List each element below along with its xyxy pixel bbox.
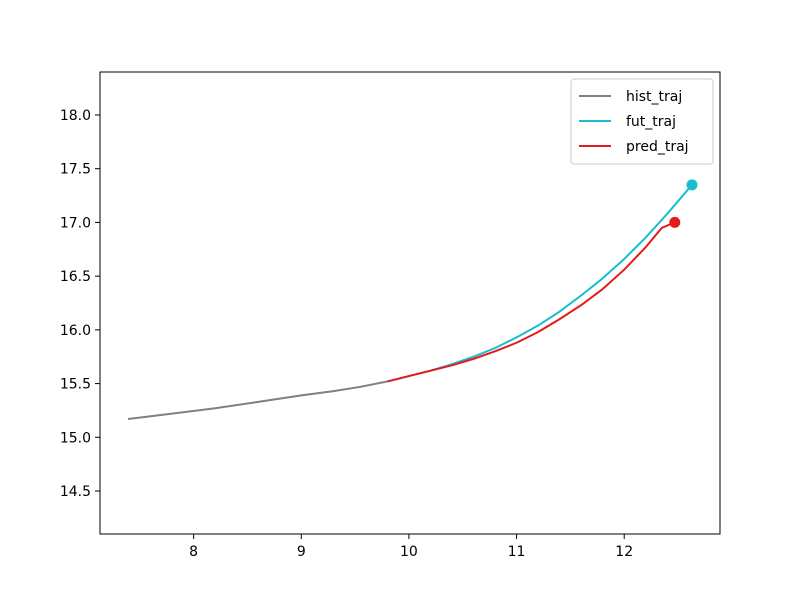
y-tick-label: 16.5 bbox=[60, 269, 91, 285]
x-tick-label: 12 bbox=[615, 544, 633, 560]
legend-label: hist_traj bbox=[626, 89, 682, 105]
plot-frame bbox=[99, 71, 721, 535]
y-tick-label: 15.5 bbox=[60, 377, 91, 393]
legend-label: fut_traj bbox=[626, 114, 676, 130]
y-tick-label: 16.0 bbox=[60, 323, 91, 339]
series-line-pred_traj bbox=[387, 221, 676, 383]
legend-box bbox=[570, 78, 714, 165]
y-tick-label: 17.5 bbox=[60, 162, 91, 178]
end-point-fut_traj bbox=[686, 179, 698, 191]
legend-label: pred_traj bbox=[626, 139, 689, 155]
series-line-hist_traj bbox=[127, 380, 388, 421]
x-tick-label: 9 bbox=[297, 544, 306, 560]
x-tick-label: 10 bbox=[400, 544, 418, 560]
y-tick-label: 15.0 bbox=[60, 430, 91, 446]
x-tick-label: 8 bbox=[189, 544, 198, 560]
y-tick-label: 17.0 bbox=[60, 215, 91, 231]
y-tick-label: 18.0 bbox=[60, 108, 91, 124]
x-tick-label: 11 bbox=[508, 544, 526, 560]
end-point-pred_traj bbox=[669, 216, 681, 228]
y-tick-label: 14.5 bbox=[60, 484, 91, 500]
